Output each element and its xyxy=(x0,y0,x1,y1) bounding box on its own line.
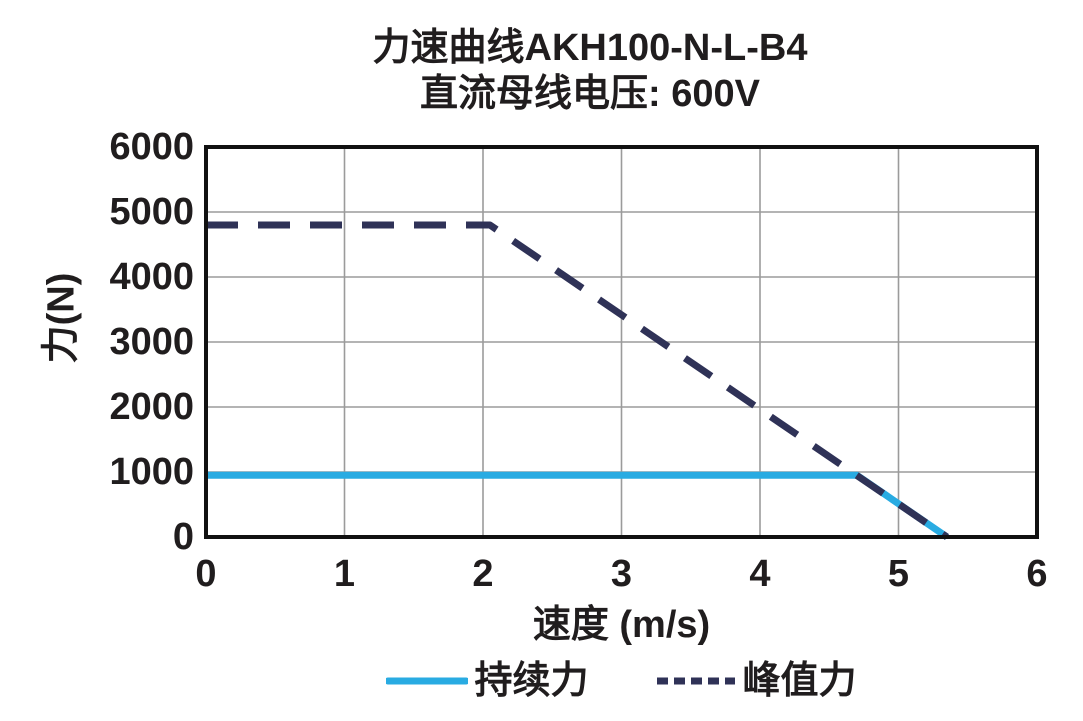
x-tick-label: 3 xyxy=(610,553,633,595)
continuous-force-legend-swatch xyxy=(386,677,469,685)
y-tick-label: 2000 xyxy=(109,386,194,428)
legend-label-peak-force: 峰值力 xyxy=(742,660,857,702)
x-tick-label: 6 xyxy=(1026,553,1048,595)
plot-frame xyxy=(204,145,1039,539)
x-tick-label: 4 xyxy=(749,553,771,595)
peak-force-legend-swatch xyxy=(656,677,735,685)
x-tick-label: 5 xyxy=(887,553,910,595)
x-tick-label: 1 xyxy=(333,553,356,595)
x-axis-label: 速度 (m/s) xyxy=(532,604,711,646)
legend-item-continuous-force: 持续力 xyxy=(386,656,589,706)
chart-canvas xyxy=(204,145,1039,540)
chart-title: 力速曲线AKH100-N-L-B4 xyxy=(372,27,808,69)
peak-force-line xyxy=(206,221,949,540)
chart-legend: 持续力 峰值力 xyxy=(206,656,1037,706)
y-tick-label: 3000 xyxy=(109,321,194,363)
chart-subtitle: 直流母线电压: 600V xyxy=(420,73,760,115)
plot-area xyxy=(204,145,1039,540)
legend-item-peak-force: 峰值力 xyxy=(655,656,857,706)
legend-label-continuous-force: 持续力 xyxy=(474,660,589,702)
x-tick-label: 0 xyxy=(195,553,217,595)
y-tick-label: 0 xyxy=(172,516,194,558)
y-tick-label: 4000 xyxy=(109,256,194,298)
y-tick-label: 6000 xyxy=(109,126,194,168)
x-tick-label: 2 xyxy=(472,553,494,595)
y-tick-label: 5000 xyxy=(109,191,194,233)
y-tick-label: 1000 xyxy=(109,451,194,493)
continuous-force-line xyxy=(206,471,949,540)
